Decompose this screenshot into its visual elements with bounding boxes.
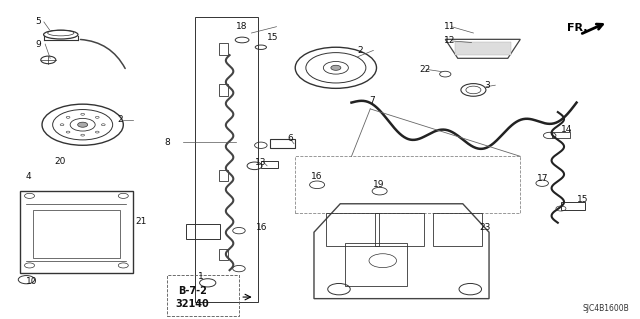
Text: 22: 22 <box>419 65 430 74</box>
Text: 16: 16 <box>311 172 323 182</box>
Bar <box>270 139 295 148</box>
Text: 10: 10 <box>26 277 38 286</box>
Text: SJC4B1600B: SJC4B1600B <box>583 304 630 313</box>
Bar <box>186 224 220 239</box>
Bar <box>33 210 120 257</box>
Bar <box>219 43 228 55</box>
Text: 9: 9 <box>36 40 42 48</box>
Bar <box>433 213 482 247</box>
Bar <box>375 213 424 247</box>
Text: 32140: 32140 <box>175 299 209 309</box>
Text: 6: 6 <box>288 134 294 144</box>
Text: 2: 2 <box>117 115 123 124</box>
Text: 5: 5 <box>36 18 42 26</box>
Text: 18: 18 <box>236 22 247 31</box>
Text: 23: 23 <box>479 223 491 232</box>
Bar <box>261 161 278 168</box>
Bar <box>219 84 228 96</box>
Text: 11: 11 <box>444 22 456 31</box>
Bar <box>219 249 228 260</box>
Bar <box>561 202 585 210</box>
Text: 17: 17 <box>536 174 548 183</box>
Text: 16: 16 <box>256 223 268 232</box>
Text: 7: 7 <box>369 97 375 106</box>
Text: 12: 12 <box>444 36 456 45</box>
Text: 13: 13 <box>255 158 266 167</box>
Text: 19: 19 <box>373 180 385 189</box>
Text: B-7-2: B-7-2 <box>178 286 207 296</box>
Text: 15: 15 <box>577 195 588 204</box>
Text: 15: 15 <box>267 33 278 42</box>
Bar <box>454 42 511 55</box>
Bar <box>295 156 520 213</box>
Text: 21: 21 <box>136 217 147 226</box>
Bar <box>167 275 239 316</box>
Text: 14: 14 <box>561 125 572 134</box>
Text: FR.: FR. <box>567 23 588 33</box>
Text: 2: 2 <box>358 46 364 55</box>
Text: 3: 3 <box>484 81 490 90</box>
Text: 20: 20 <box>54 157 66 166</box>
Circle shape <box>331 65 341 70</box>
Bar <box>552 132 570 138</box>
Bar <box>345 243 406 286</box>
Bar <box>20 191 132 273</box>
Circle shape <box>77 122 88 127</box>
Bar <box>195 17 258 302</box>
Text: 1: 1 <box>198 272 204 281</box>
Bar <box>219 170 228 181</box>
Bar <box>326 213 379 247</box>
Text: 4: 4 <box>25 172 31 182</box>
Text: 8: 8 <box>164 137 170 147</box>
